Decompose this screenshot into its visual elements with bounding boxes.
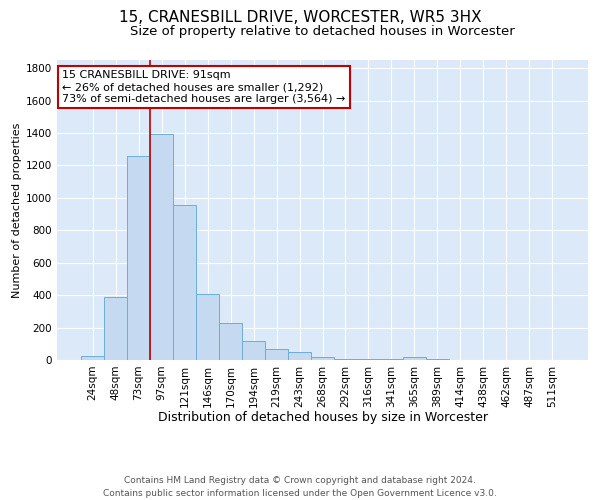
- Bar: [104, 297, 127, 360]
- Bar: [265, 350, 288, 360]
- Bar: [380, 358, 403, 360]
- Bar: [311, 357, 334, 360]
- Bar: [219, 323, 242, 360]
- X-axis label: Distribution of detached houses by size in Worcester: Distribution of detached houses by size …: [157, 411, 487, 424]
- Bar: [357, 358, 380, 360]
- Text: 15, CRANESBILL DRIVE, WORCESTER, WR5 3HX: 15, CRANESBILL DRIVE, WORCESTER, WR5 3HX: [119, 10, 481, 25]
- Bar: [334, 358, 357, 360]
- Bar: [242, 342, 265, 360]
- Bar: [196, 294, 219, 360]
- Bar: [403, 357, 426, 360]
- Title: Size of property relative to detached houses in Worcester: Size of property relative to detached ho…: [130, 25, 515, 38]
- Bar: [173, 205, 196, 360]
- Bar: [150, 134, 173, 360]
- Bar: [426, 359, 449, 360]
- Y-axis label: Number of detached properties: Number of detached properties: [12, 122, 22, 298]
- Bar: [288, 352, 311, 360]
- Bar: [127, 156, 150, 360]
- Bar: [81, 356, 104, 360]
- Text: Contains HM Land Registry data © Crown copyright and database right 2024.
Contai: Contains HM Land Registry data © Crown c…: [103, 476, 497, 498]
- Text: 15 CRANESBILL DRIVE: 91sqm
← 26% of detached houses are smaller (1,292)
73% of s: 15 CRANESBILL DRIVE: 91sqm ← 26% of deta…: [62, 70, 346, 104]
